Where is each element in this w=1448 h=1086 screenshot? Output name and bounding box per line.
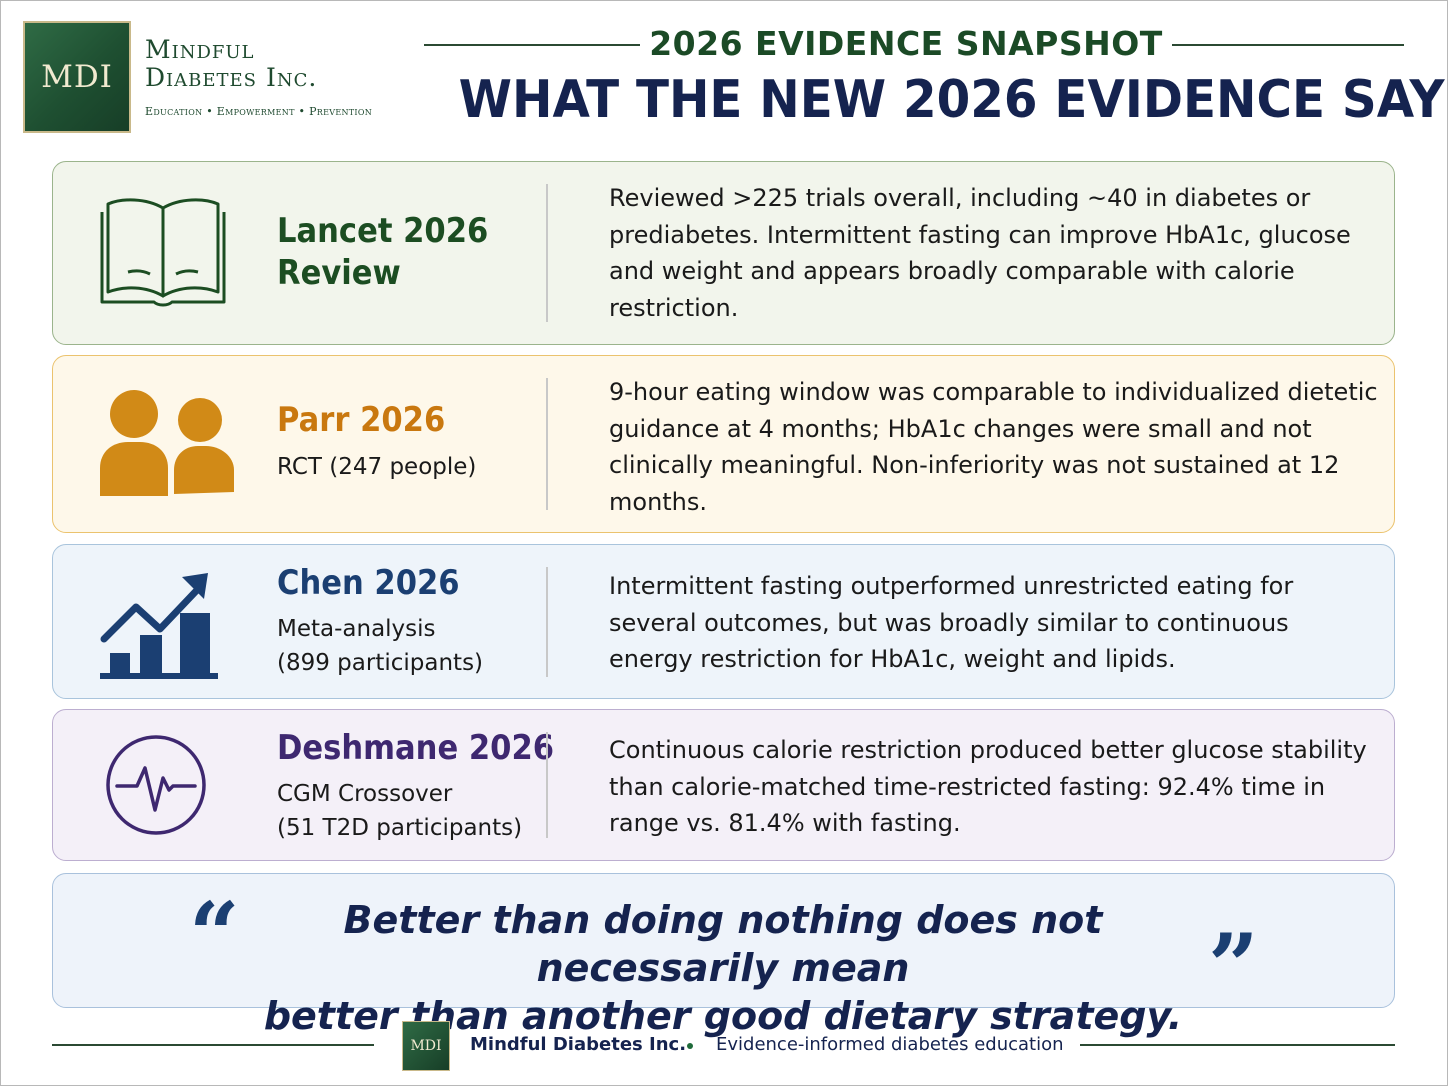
quote-text: Better than doing nothing does not neces… (243, 896, 1203, 1040)
study-subtitle-line2: (51 T2D participants) (277, 815, 523, 841)
study-description: Intermittent fasting outperformed unrest… (609, 572, 1294, 673)
header-kicker: 2026 EVIDENCE SNAPSHOT (649, 24, 1163, 63)
footer-logo: MDI (402, 1021, 450, 1071)
study-subtitle: Meta-analysis (899 participants) (277, 612, 483, 680)
brand-name-line2: Diabetes Inc. (145, 63, 318, 92)
bar-chart-trend-icon (98, 569, 220, 685)
study-subtitle-line1: Meta-analysis (277, 616, 436, 642)
study-subtitle: RCT (247 people) (277, 454, 477, 480)
card-divider (546, 184, 548, 322)
brand-logo: MDI (23, 21, 131, 133)
evidence-card-chen: Chen 2026 Meta-analysis (899 participant… (52, 544, 1395, 699)
footer-rule-left (52, 1044, 374, 1046)
study-description: 9-hour eating window was comparable to i… (609, 378, 1378, 516)
evidence-card-lancet: Lancet 2026 Review Reviewed >225 trials … (52, 161, 1395, 345)
logo-text: MDI (41, 59, 113, 95)
study-subtitle: CGM Crossover (51 T2D participants) (277, 777, 522, 845)
study-description: Continuous calorie restriction produced … (609, 736, 1367, 837)
study-title: Parr 2026 (277, 400, 446, 440)
header-rule-right (1172, 44, 1404, 46)
footer-tagline: Evidence-informed diabetes education (716, 1034, 1064, 1055)
brand-name: Mindful Diabetes Inc. (145, 36, 317, 92)
header-rule-left (424, 44, 640, 46)
heartbeat-pulse-icon (103, 732, 209, 842)
page-title: WHAT THE NEW 2026 EVIDENCE SAYS (458, 70, 1448, 130)
study-subtitle-line1: CGM Crossover (277, 781, 453, 807)
quote-line1: Better than doing nothing does not neces… (343, 898, 1103, 990)
brand-name-line1: Mindful (145, 35, 255, 64)
evidence-card-deshmane: Deshmane 2026 CGM Crossover (51 T2D part… (52, 709, 1395, 861)
footer-logo-text: MDI (410, 1038, 442, 1054)
study-title: Chen 2026 (277, 563, 460, 603)
card-divider (546, 378, 548, 510)
study-title: Lancet 2026 Review (277, 210, 488, 294)
open-book-icon (98, 194, 228, 312)
evidence-card-parr: Parr 2026 RCT (247 people) 9-hour eating… (52, 355, 1395, 533)
study-subtitle-line2: (899 participants) (277, 650, 484, 676)
footer-brand-name: Mindful Diabetes Inc. (470, 1034, 687, 1055)
footer-rule-right (1080, 1044, 1395, 1046)
footer-separator-dot (687, 1043, 693, 1049)
study-title-line1: Lancet 2026 (277, 211, 489, 251)
brand-tagline: Education • Empowerment • Prevention (145, 105, 373, 118)
card-divider (546, 732, 548, 838)
key-takeaway-quote: “ Better than doing nothing does not nec… (52, 873, 1395, 1038)
quote-line2: better than another good dietary strateg… (263, 994, 1183, 1038)
study-title-line2: Review (277, 253, 401, 293)
study-description: Reviewed >225 trials overall, including … (609, 184, 1351, 322)
study-title: Deshmane 2026 (277, 728, 555, 768)
card-divider (546, 567, 548, 677)
close-quote-mark: ” (1208, 914, 1259, 1018)
open-quote-mark: “ (189, 882, 240, 986)
people-icon (98, 386, 238, 502)
